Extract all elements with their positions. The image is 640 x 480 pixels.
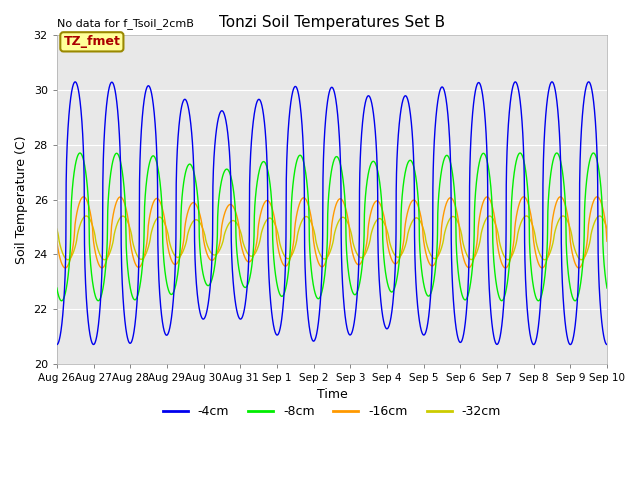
Text: TZ_fmet: TZ_fmet — [63, 36, 120, 48]
Title: Tonzi Soil Temperatures Set B: Tonzi Soil Temperatures Set B — [219, 15, 445, 30]
Y-axis label: Soil Temperature (C): Soil Temperature (C) — [15, 135, 28, 264]
X-axis label: Time: Time — [317, 388, 348, 401]
Legend: -4cm, -8cm, -16cm, -32cm: -4cm, -8cm, -16cm, -32cm — [158, 400, 506, 423]
Text: No data for f_Tsoil_2cmB: No data for f_Tsoil_2cmB — [57, 18, 194, 29]
